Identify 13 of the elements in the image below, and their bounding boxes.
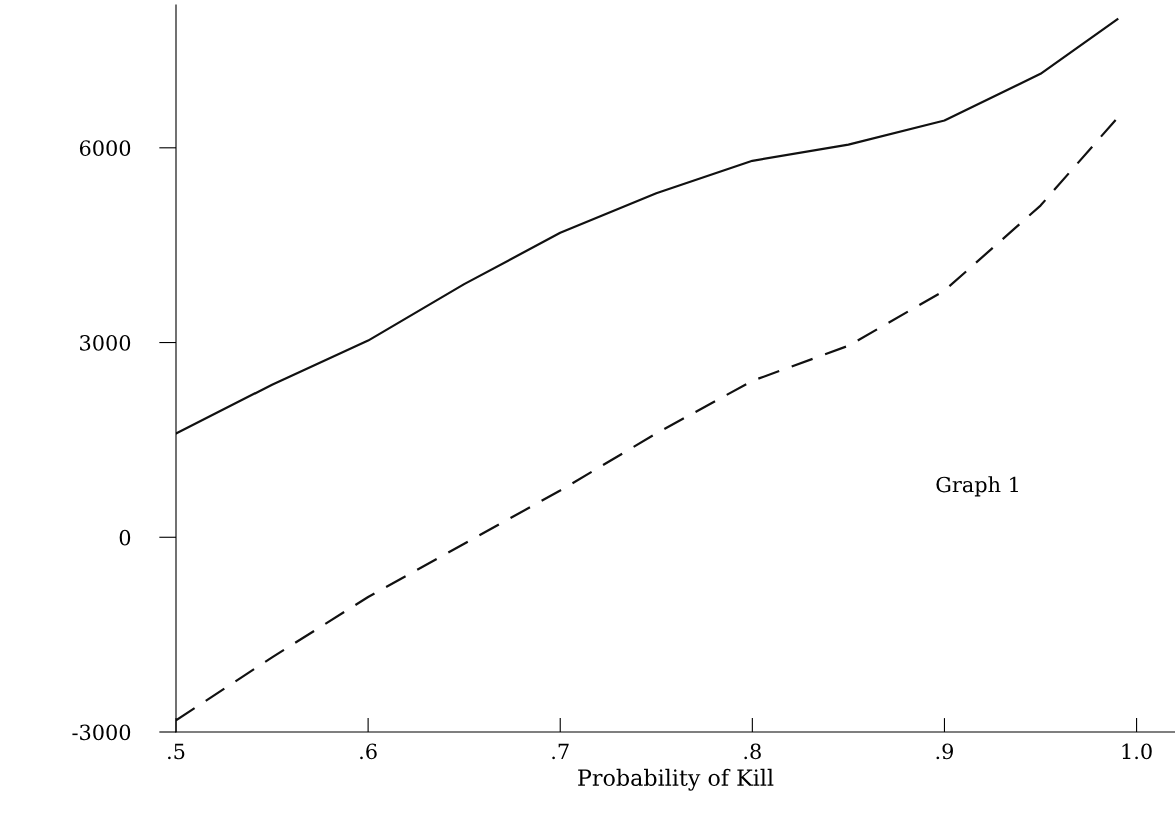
line-series — [176, 18, 1119, 435]
x-tick-label: .7 — [552, 743, 569, 760]
x-axis-title: Probability of Kill — [578, 768, 774, 791]
annotation: Graph 1 — [936, 476, 1018, 497]
x-tick-label: .8 — [744, 743, 761, 760]
x-tick-label: 1.0 — [1122, 743, 1152, 760]
y-tick-label: 6000 — [79, 140, 131, 157]
x-tick-label: .9 — [936, 743, 953, 760]
x-tick-label: .5 — [168, 743, 185, 760]
y-tick-label: -3000 — [72, 724, 131, 741]
x-tick-label: .6 — [360, 743, 377, 760]
y-tick-label: 3000 — [80, 334, 131, 351]
y-tick-label: 0 — [119, 529, 131, 546]
